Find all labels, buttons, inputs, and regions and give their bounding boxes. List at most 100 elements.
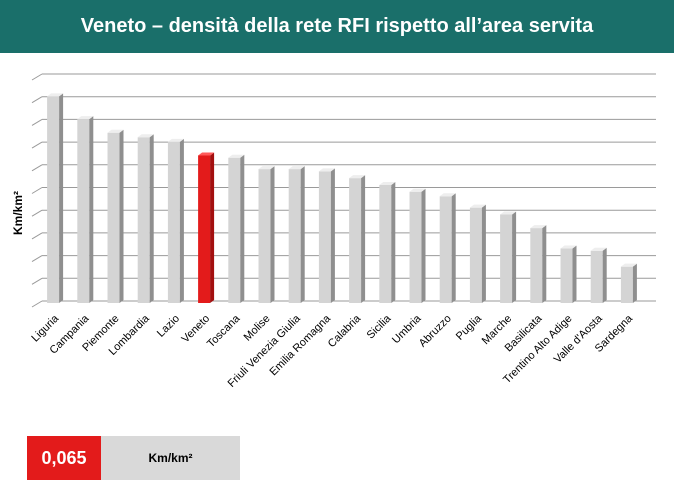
bar-front [288, 169, 301, 303]
bar-side [240, 154, 245, 303]
gridline [31, 164, 656, 172]
bar-front [167, 141, 180, 303]
bar-side [451, 193, 456, 303]
bar-top [469, 204, 486, 208]
bar-side [632, 263, 637, 303]
bar-front [228, 157, 241, 303]
bar-friuli-venezia-giulia [288, 166, 305, 303]
gridline [31, 96, 656, 104]
gridline [31, 187, 656, 194]
title-bar: Veneto – densità della rete RFI rispetto… [0, 0, 674, 53]
y-axis-label: Km/km² [11, 191, 25, 235]
bar-top [107, 129, 124, 133]
bar-side [59, 93, 64, 304]
bar-front [469, 207, 482, 303]
bar-top [77, 116, 94, 120]
bar-trentino-alto-adige [560, 245, 577, 303]
bar-side [391, 181, 396, 303]
bar-front [620, 266, 633, 303]
bar-side [210, 152, 215, 303]
bar-top [47, 93, 64, 97]
bar-front [107, 132, 120, 303]
bar-side [270, 166, 275, 303]
bar-toscana [228, 154, 245, 303]
bar-front [530, 228, 543, 303]
gridline [31, 73, 656, 81]
veneto-density-value: 0,065 [27, 436, 101, 480]
bar-top [439, 193, 456, 197]
bar-lazio [167, 138, 184, 303]
gridline [31, 209, 656, 217]
bar-front [439, 196, 452, 303]
bar-front [349, 178, 362, 303]
bar-top [228, 154, 245, 158]
bar-liguria [47, 93, 64, 304]
bar-emilia-romagna [318, 168, 335, 303]
bar-side [602, 247, 607, 303]
bar-front [47, 96, 60, 304]
bar-top [620, 263, 637, 267]
bar-campania [77, 116, 94, 303]
x-tick-label: Calabria [326, 312, 364, 350]
bar-top [258, 166, 275, 170]
bar-front [318, 171, 331, 303]
gridline [31, 118, 656, 126]
bar-valle-d-aosta [590, 247, 607, 303]
bar-top [500, 211, 517, 215]
density-unit-label: Km/km² [101, 436, 240, 480]
bar-top [318, 168, 335, 172]
bar-piemonte [107, 129, 124, 303]
bar-side [542, 225, 547, 303]
bar-front [409, 191, 422, 303]
bar-side [330, 168, 335, 303]
bar-side [149, 134, 154, 303]
bar-top [167, 138, 184, 142]
bar-top [590, 247, 607, 251]
bar-top [288, 166, 305, 170]
bar-front [137, 137, 150, 303]
bar-front [590, 250, 603, 303]
bar-top [560, 245, 577, 249]
chart-bars [47, 93, 637, 304]
bar-top [409, 188, 426, 192]
bar-side [421, 188, 426, 303]
bar-lombardia [137, 134, 154, 303]
bar-abruzzo [439, 193, 456, 303]
bar-side [361, 175, 366, 303]
bar-molise [258, 166, 275, 303]
bar-veneto [198, 152, 215, 303]
bar-sicilia [379, 181, 396, 303]
bar-side [119, 129, 124, 303]
bar-top [137, 134, 154, 138]
bar-sardegna [620, 263, 637, 303]
bar-umbria [409, 188, 426, 303]
bar-top [379, 181, 396, 185]
bar-basilicata [530, 225, 547, 303]
gridline [31, 232, 656, 240]
bar-front [77, 119, 90, 303]
bar-front [560, 248, 573, 303]
bar-top [530, 225, 547, 229]
bar-side [300, 166, 305, 303]
bar-puglia [469, 204, 486, 303]
bar-front [379, 184, 392, 303]
x-tick-label: Abruzzo [417, 313, 454, 350]
bar-front [500, 214, 513, 303]
x-tick-label: Lazio [155, 313, 182, 340]
bar-side [512, 211, 517, 303]
gridline [31, 141, 656, 149]
x-tick-label: Toscana [205, 312, 243, 350]
bar-side [481, 204, 486, 303]
bar-front [258, 169, 271, 303]
bar-marche [500, 211, 517, 303]
bar-top [198, 152, 215, 156]
bar-top [349, 175, 366, 179]
bar-calabria [349, 175, 366, 303]
bar-side [572, 245, 577, 303]
bar-front [198, 155, 211, 303]
bar-side [89, 116, 94, 303]
page-title: Veneto – densità della rete RFI rispetto… [80, 15, 594, 37]
bar-side [179, 138, 184, 303]
